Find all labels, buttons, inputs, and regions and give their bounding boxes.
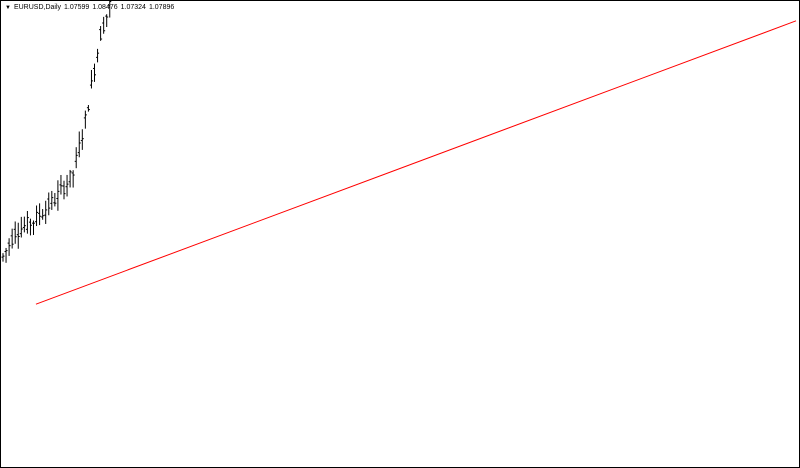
- ohlc-bar: [89, 69, 93, 89]
- ohlc-bar: [68, 169, 72, 188]
- ohlc-bar: [35, 205, 39, 227]
- chart-header: ▼ EURUSD,Daily 1.07599 1.08476 1.07324 1…: [5, 4, 174, 11]
- ohlc-bar: [28, 218, 32, 236]
- ohlc-bar: [38, 203, 42, 226]
- ohlc-bar: [86, 105, 90, 112]
- ohlc-bar: [7, 238, 11, 256]
- symbol-label: EURUSD,Daily: [13, 4, 62, 11]
- trendline[interactable]: [35, 20, 797, 305]
- ohlc-bar: [13, 221, 17, 244]
- ohlc-bar: [22, 216, 26, 233]
- ohlc-bar: [10, 228, 14, 249]
- ohlc-bar: [25, 210, 29, 234]
- trendlines: [35, 20, 797, 305]
- ohlc-bar: [80, 129, 84, 150]
- ohlc-bar: [102, 16, 106, 34]
- ohlc-bar: [19, 216, 23, 238]
- ohlc-bar: [108, 1, 112, 18]
- ohlc-bar: [59, 174, 63, 195]
- ohlc-bar: [32, 220, 36, 235]
- ohlc-bar: [74, 147, 78, 169]
- ohlc-bar: [1, 253, 5, 262]
- ohlc-bar: [53, 192, 57, 207]
- ohlc-bar: [41, 209, 45, 220]
- high-value: 1.08476: [92, 4, 118, 11]
- ohlc-bars: [1, 1, 112, 263]
- ohlc-bar: [44, 200, 48, 224]
- ohlc-bar: [71, 170, 75, 188]
- triangle-down-icon[interactable]: ▼: [5, 4, 11, 11]
- ohlc-bar: [62, 180, 66, 200]
- ohlc-bar: [50, 190, 54, 210]
- open-value: 1.07599: [64, 4, 90, 11]
- low-value: 1.07324: [120, 4, 146, 11]
- ohlc-bar: [83, 110, 87, 129]
- ohlc-bar: [47, 192, 51, 216]
- ohlc-bar: [4, 247, 8, 263]
- ohlc-bar: [99, 26, 103, 41]
- ohlc-bar: [65, 174, 69, 197]
- close-value: 1.07896: [148, 4, 175, 11]
- ohlc-bar: [16, 222, 20, 249]
- ohlc-bar: [56, 180, 60, 211]
- ohlc-bar: [96, 48, 100, 63]
- ohlc-bar: [77, 131, 81, 158]
- ohlc-bar: [105, 14, 109, 27]
- ohlc-bar: [93, 63, 97, 82]
